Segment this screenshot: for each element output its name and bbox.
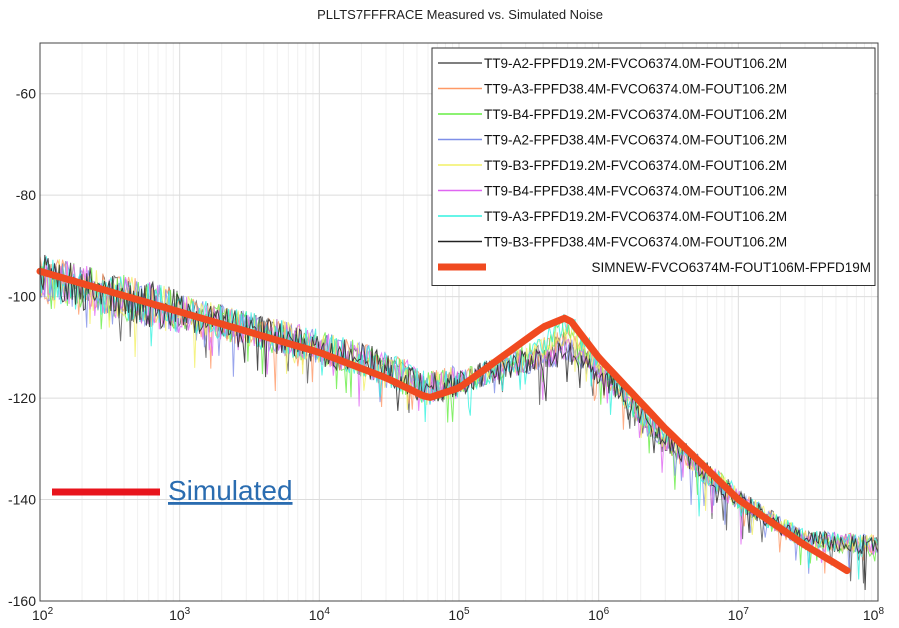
y-tick-label: -120 bbox=[8, 390, 36, 406]
series-lines bbox=[36, 254, 879, 591]
legend-box bbox=[431, 47, 876, 286]
legend-entry: SIMNEW-FVCO6374M-FOUT106M-FPFD19M bbox=[591, 260, 871, 275]
annotation: Simulated bbox=[52, 475, 293, 506]
legend-entry: TT9-A3-FPFD38.4M-FVCO6374.0M-FOUT106.2M bbox=[484, 82, 787, 97]
legend-entry: TT9-A3-FPFD19.2M-FVCO6374.0M-FOUT106.2M bbox=[484, 209, 787, 224]
legend-entry: TT9-A2-FPFD19.2M-FVCO6374.0M-FOUT106.2M bbox=[484, 56, 787, 71]
legend: TT9-A2-FPFD19.2M-FVCO6374.0M-FOUT106.2M T… bbox=[431, 47, 876, 286]
x-tick-label: 108 bbox=[863, 606, 885, 623]
legend-entry: TT9-B4-FPFD38.4M-FVCO6374.0M-FOUT106.2M bbox=[484, 184, 787, 199]
legend-entry: TT9-B4-FPFD19.2M-FVCO6374.0M-FOUT106.2M bbox=[484, 107, 787, 122]
y-tick-label: -100 bbox=[8, 289, 36, 305]
x-tick-label: 102 bbox=[32, 606, 54, 623]
axes: -160 -140 -120 -100 -80 -60 102 103 104 105 106 107… bbox=[8, 86, 884, 623]
grid-lines bbox=[39, 43, 879, 602]
x-tick-label: 103 bbox=[169, 606, 191, 623]
chart-title: PLLTS7FFFRACE Measured vs. Simulated Noi… bbox=[317, 7, 603, 22]
y-tick-label: -80 bbox=[16, 187, 36, 203]
legend-entry: TT9-B3-FPFD19.2M-FVCO6374.0M-FOUT106.2M bbox=[484, 158, 787, 173]
x-tick-label: 107 bbox=[728, 606, 750, 623]
x-tick-label: 106 bbox=[588, 606, 610, 623]
x-tick-label: 104 bbox=[309, 606, 331, 623]
plot-frame bbox=[39, 42, 879, 602]
legend-entry: TT9-B3-FPFD38.4M-FVCO6374.0M-FOUT106.2M bbox=[484, 235, 787, 250]
y-tick-label: -160 bbox=[8, 593, 36, 609]
x-tick-label: 105 bbox=[448, 606, 470, 623]
legend-entry: TT9-A2-FPFD38.4M-FVCO6374.0M-FOUT106.2M bbox=[484, 133, 787, 148]
y-tick-label: -60 bbox=[16, 86, 36, 102]
y-tick-label: -140 bbox=[8, 492, 36, 508]
annotation-label: Simulated bbox=[168, 475, 293, 506]
simulated-series-line bbox=[36, 267, 851, 575]
measured-series-line bbox=[39, 255, 879, 580]
